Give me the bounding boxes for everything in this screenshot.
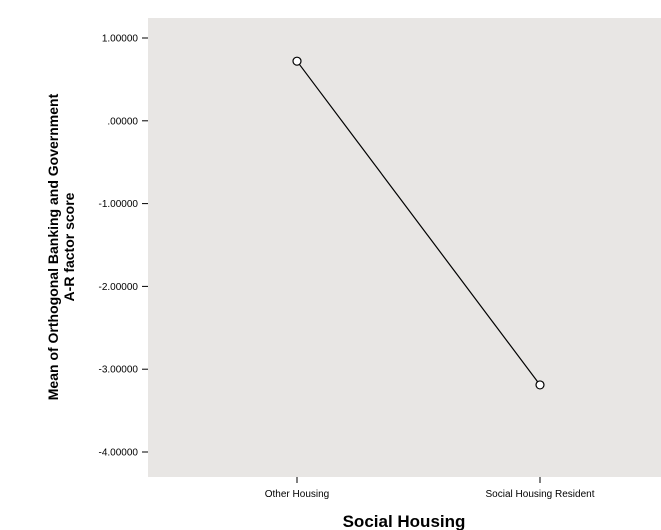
x-axis-title: Social Housing (343, 512, 466, 530)
data-point (535, 380, 545, 390)
y-axis-title-line-2: A-R factor score (61, 192, 77, 301)
x-axis: Other Housing Social Housing Resident (265, 477, 595, 500)
y-axis: 1.00000 .00000 -1.00000 -2.00000 -3.00000 -4.… (99, 34, 148, 459)
x-tick-label: Other Housing (265, 489, 329, 500)
y-axis-title-line-1: Mean of Orthogonal Banking and Governmen… (45, 93, 61, 400)
x-tick-label: Social Housing Resident (486, 489, 595, 500)
y-tick-label: -1.00000 (99, 199, 139, 210)
y-tick-label: -2.00000 (99, 282, 139, 293)
series-layer (292, 56, 545, 390)
y-axis-title: Mean of Orthogonal Banking and Governmen… (45, 93, 77, 400)
data-point (292, 56, 302, 66)
y-tick-label: .00000 (107, 116, 138, 127)
series-line (296, 60, 541, 386)
y-tick-label: -4.00000 (99, 448, 139, 459)
y-tick-label: 1.00000 (102, 34, 139, 45)
plot-area (148, 18, 661, 477)
y-tick-label: -3.00000 (99, 365, 139, 376)
